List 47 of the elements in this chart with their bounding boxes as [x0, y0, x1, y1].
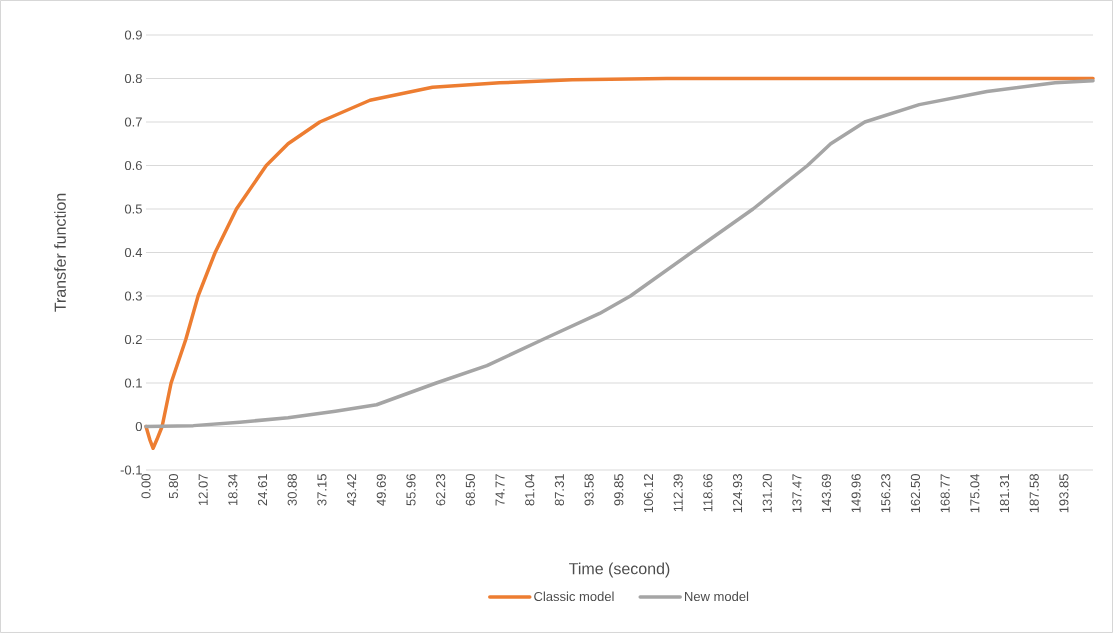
x-tick-label: 87.31	[554, 474, 565, 506]
x-tick-label: 12.07	[198, 474, 208, 506]
y-tick-label: 0.9	[124, 30, 142, 40]
legend-label: New model	[685, 591, 749, 602]
x-tick-label: 0.00	[141, 474, 151, 499]
x-tick-label: 99.85	[614, 474, 624, 506]
x-tick-label: 143.69	[821, 474, 831, 513]
y-tick-label: 0.8	[124, 73, 142, 84]
y-tick-label: 0.6	[124, 160, 142, 171]
x-tick-label: 181.31	[999, 474, 1010, 513]
x-tick-label: 187.58	[1029, 474, 1039, 513]
x-tick-label: 62.23	[436, 474, 446, 506]
x-tick-label: 55.96	[406, 474, 416, 506]
y-tick-label: -0.1	[120, 465, 142, 475]
x-tick-label: 137.47	[792, 474, 802, 513]
x-tick-label: 175.04	[970, 473, 980, 513]
x-tick-label: 81.04	[525, 473, 535, 506]
x-tick-label: 112.39	[673, 474, 683, 512]
x-tick-label: 68.50	[465, 474, 475, 506]
x-tick-label: 30.88	[287, 474, 297, 506]
x-tick-label: 18.34	[228, 473, 238, 506]
x-tick-label: 162.50	[910, 474, 921, 513]
x-tick-label: 193.85	[1059, 474, 1069, 513]
y-tick-label: 0.3	[124, 291, 142, 301]
legend-label: Classic model	[534, 591, 614, 602]
x-tick-label: 37.15	[317, 474, 327, 506]
y-tick-label: 0	[135, 421, 142, 432]
x-tick-label: 168.77	[940, 474, 950, 513]
x-tick-label: 5.80	[168, 474, 179, 499]
y-tick-label: 0.5	[124, 204, 142, 214]
x-axis-title: Time (second)	[569, 562, 670, 578]
y-tick-label: 0.1	[124, 378, 142, 388]
x-tick-label: 43.42	[346, 474, 357, 506]
x-tick-label: 149.96	[851, 474, 861, 513]
x-tick-label: 124.93	[732, 474, 743, 513]
x-tick-label: 93.58	[584, 474, 594, 506]
x-tick-label: 24.61	[257, 474, 268, 506]
y-tick-label: 0.2	[124, 334, 142, 345]
y-tick-label: 0.4	[124, 247, 143, 258]
y-tick-label: 0.7	[124, 117, 142, 127]
y-axis-title: Transfer function	[54, 193, 66, 312]
x-tick-label: 156.23	[881, 474, 891, 513]
x-tick-label: 74.77	[495, 474, 505, 506]
x-tick-label: 118.66	[703, 474, 713, 512]
x-tick-label: 49.69	[376, 474, 386, 506]
x-tick-label: 131.20	[762, 474, 772, 513]
x-tick-label: 106.12	[643, 474, 654, 513]
